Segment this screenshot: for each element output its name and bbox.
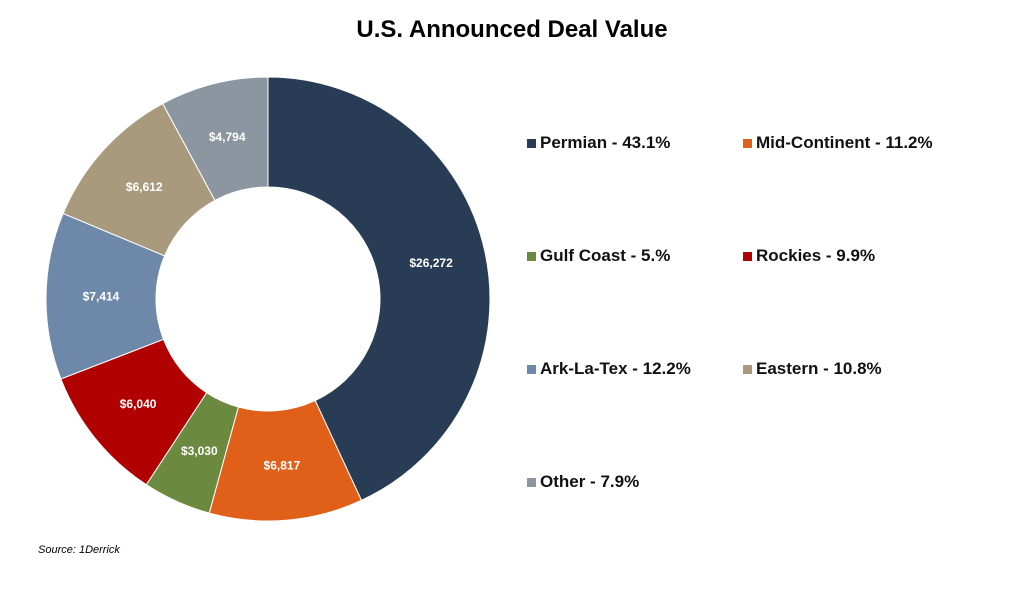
legend-label: Other - 7.9%	[540, 472, 640, 491]
source-note: Source: 1Derrick	[38, 544, 120, 556]
slice-other	[162, 76, 269, 202]
legend-item: Permian - 43.1%	[527, 133, 670, 153]
legend-label: Permian - 43.1%	[540, 133, 671, 152]
slice-permian	[267, 76, 491, 502]
legend-swatch	[743, 364, 752, 374]
data-label: $3,030	[181, 444, 218, 458]
legend-swatch	[527, 251, 536, 261]
data-label: $6,817	[264, 458, 301, 472]
legend-label: Rockies - 9.9%	[756, 246, 876, 265]
legend-swatch	[527, 364, 536, 374]
legend-item: Other - 7.9%	[527, 472, 639, 492]
data-label: $6,612	[126, 180, 163, 194]
legend-item: Ark-La-Tex - 12.2%	[527, 359, 691, 379]
legend-label: Gulf Coast - 5.%	[540, 246, 671, 265]
legend-swatch	[527, 138, 536, 148]
legend-item: Eastern - 10.8%	[743, 359, 882, 379]
legend-swatch	[743, 251, 752, 261]
legend-label: Ark-La-Tex - 12.2%	[540, 359, 691, 378]
legend-item: Gulf Coast - 5.%	[527, 246, 670, 266]
chart-title: U.S. Announced Deal Value	[356, 16, 668, 43]
legend-label: Mid-Continent - 11.2%	[756, 133, 933, 152]
data-label: $6,040	[120, 397, 157, 411]
data-label: $7,414	[83, 290, 120, 304]
legend-swatch	[743, 138, 752, 148]
legend-item: Rockies - 9.9%	[743, 246, 875, 266]
legend-item: Mid-Continent - 11.2%	[743, 133, 933, 153]
data-label: $26,272	[409, 256, 453, 270]
legend-label: Eastern - 10.8%	[756, 359, 882, 378]
legend-swatch	[527, 477, 536, 487]
data-label: $4,794	[209, 130, 246, 144]
